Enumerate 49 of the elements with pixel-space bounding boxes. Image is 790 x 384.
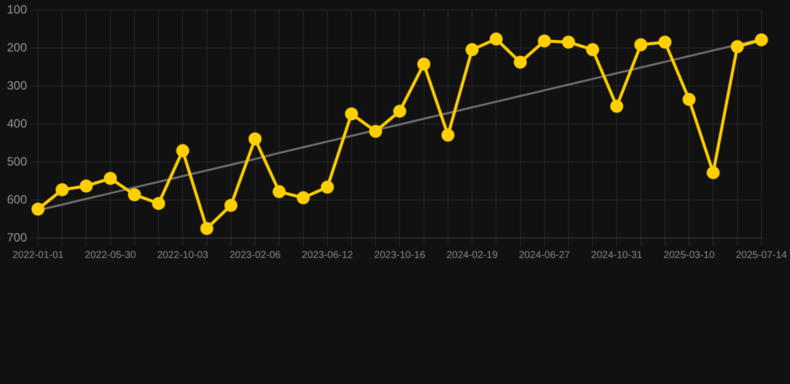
point [514,56,527,69]
point [128,188,141,202]
point [441,128,454,142]
point [730,40,744,54]
point [369,124,382,138]
point [682,92,696,106]
point [634,38,648,52]
y-tick-label: 100 [6,2,28,17]
point [152,196,166,210]
point [466,43,479,56]
point [610,100,624,113]
point [393,104,406,118]
x-tick-label: 2023-10-16 [374,250,426,261]
point [248,132,262,146]
x-tick-label: 2023-02-06 [229,250,282,261]
y-tick-label: 600 [6,192,28,206]
x-tick-label: 2024-02-19 [446,250,498,261]
point [706,166,720,180]
point [490,32,503,46]
y-tick-label: 200 [6,40,28,54]
point [417,58,430,71]
point [32,202,45,216]
point [272,185,286,198]
point [176,144,190,158]
y-tick-label: 300 [6,78,28,92]
x-tick-label: 2022-10-03 [157,250,209,261]
point [344,107,358,120]
point [200,222,214,236]
point [56,183,69,196]
point [320,180,334,194]
x-tick-label: 2025-07-14 [736,250,788,261]
point [80,179,93,192]
point [562,36,576,49]
point [586,43,600,56]
y-tick-label: 400 [6,116,28,130]
y-tick-label: 700 [6,230,28,244]
y-tick-label: 500 [6,154,28,168]
point [104,172,117,185]
x-tick-label: 2025-03-10 [664,250,716,261]
point [296,191,310,204]
point [658,36,672,49]
point [224,198,238,212]
point [538,34,551,48]
x-tick-label: 2024-06-27 [518,250,570,261]
x-tick-label: 2022-01-01 [12,250,64,261]
point [754,33,768,46]
x-tick-label: 2024-10-31 [591,250,643,261]
x-tick-label: 2023-06-12 [302,250,354,261]
x-tick-label: 2022-05-30 [84,250,136,261]
